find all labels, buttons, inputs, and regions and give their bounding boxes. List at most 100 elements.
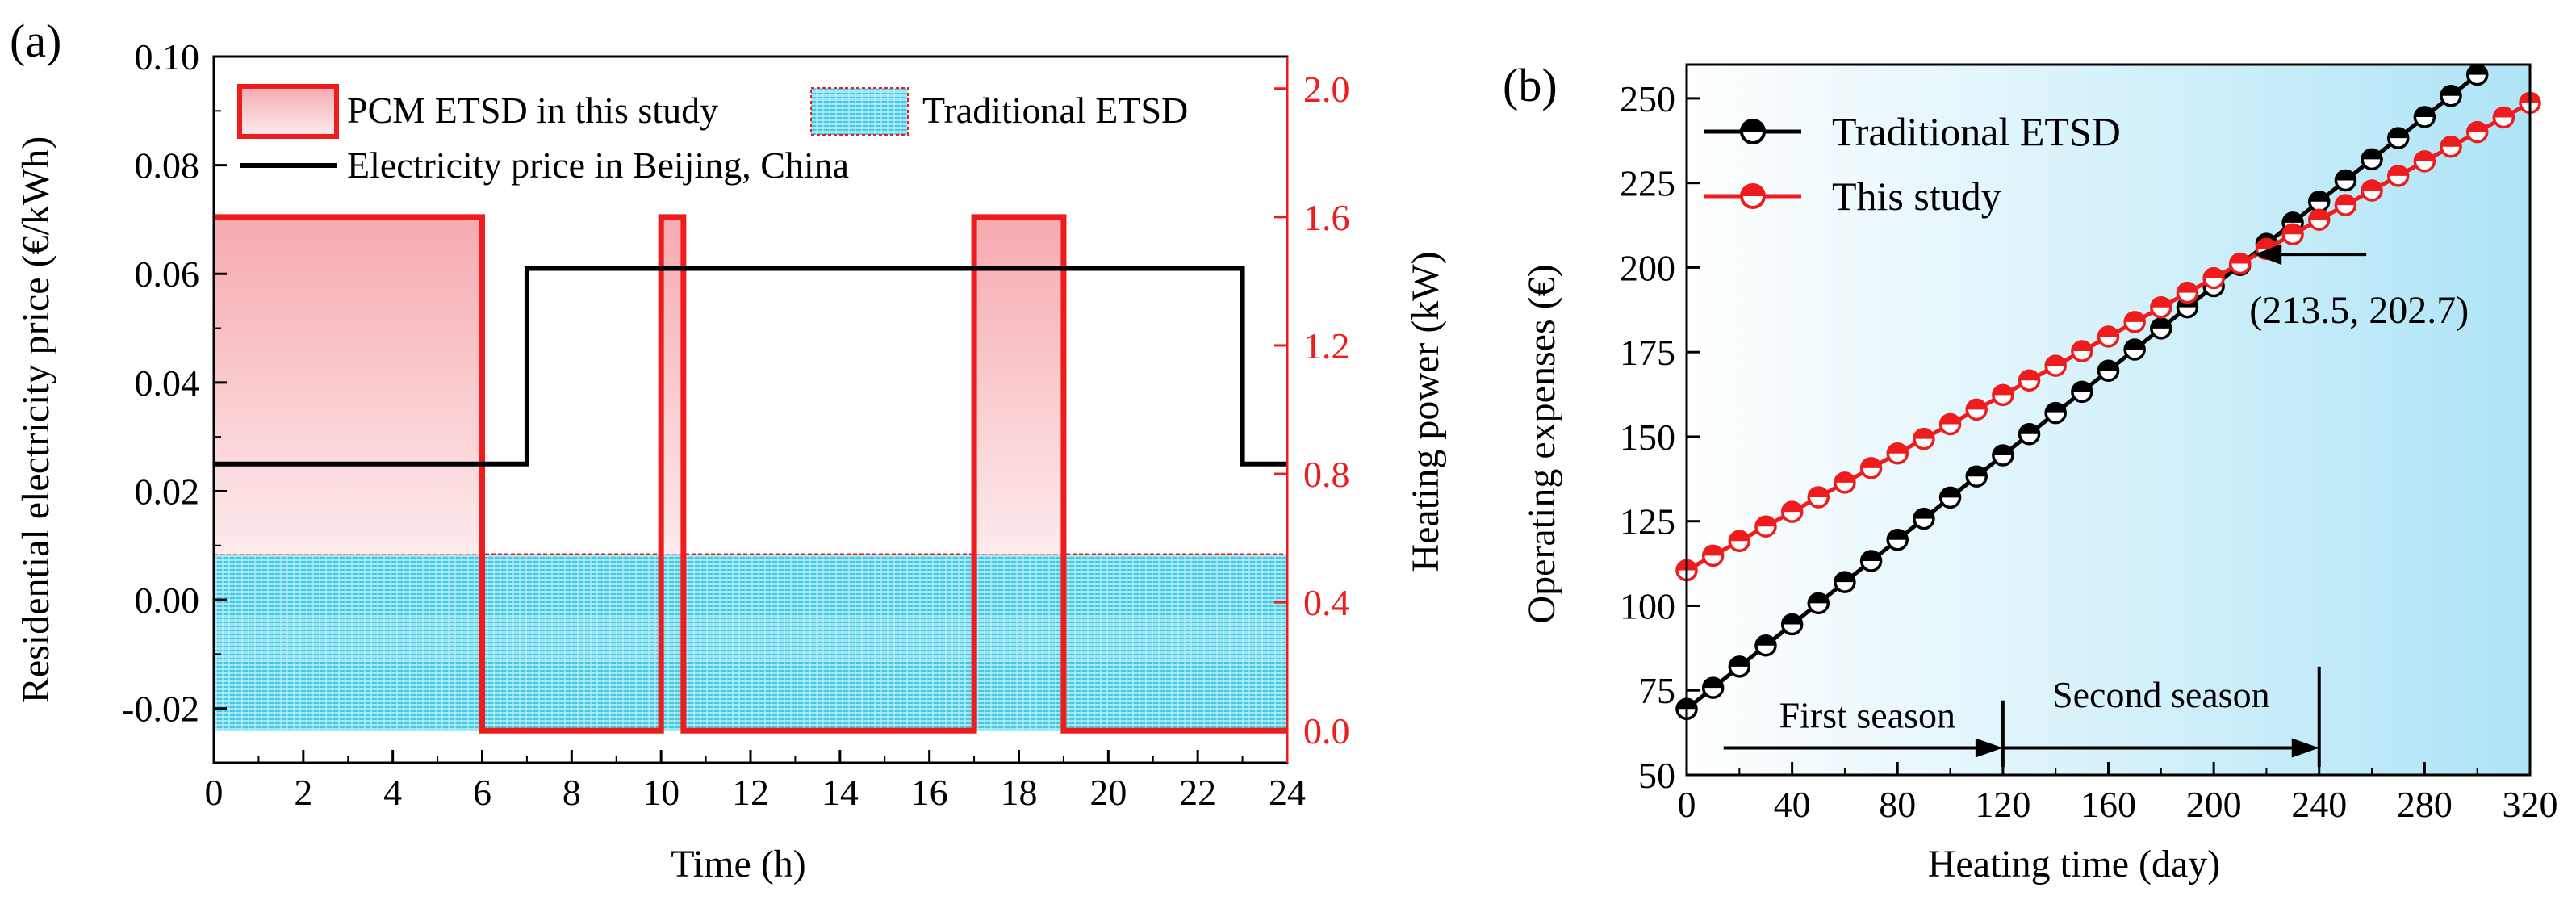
this-study-marker-fill — [2230, 253, 2250, 264]
panel-a-legend: PCM ETSD in this study Traditional ETSD … — [237, 84, 1188, 186]
panel-b-x-axis-label: Heating time (day) — [1928, 843, 2221, 886]
this-study-marker-fill — [2151, 297, 2171, 308]
legend-marker-this-study-fill — [1742, 185, 1764, 196]
this-study-marker-fill — [1729, 531, 1750, 542]
traditional-etsd-marker-fill — [2072, 382, 2092, 392]
legend-label-traditional: Traditional ETSD — [922, 90, 1188, 131]
x-tick-label: 20 — [1089, 772, 1127, 813]
traditional-etsd-marker-fill — [1703, 678, 1723, 689]
traditional-etsd-marker-fill — [2336, 170, 2356, 181]
pcm-etsd-area — [974, 216, 1064, 555]
legend-label-traditional-b: Traditional ETSD — [1832, 109, 2121, 154]
this-study-marker-fill — [1809, 488, 1829, 498]
panel-b-annotations: (213.5, 202.7) First season Second season — [1723, 244, 2469, 767]
this-study-marker-fill — [2177, 283, 2198, 293]
traditional-etsd-marker-fill — [2046, 403, 2066, 413]
y-tick-label: 100 — [1620, 585, 1675, 626]
this-study-marker-fill — [1834, 472, 1855, 483]
panel-b-y-tick-labels: 50 75 100 125 150 175 200 225 250 — [1620, 78, 1675, 796]
this-study-marker-fill — [2467, 122, 2487, 132]
pcm-etsd-area — [214, 216, 483, 555]
y2-tick-label: 2.0 — [1303, 69, 1350, 110]
x-tick-label: 40 — [1774, 784, 1811, 825]
traditional-etsd-marker-fill — [2309, 191, 2329, 202]
second-season-arrowhead — [2291, 738, 2319, 758]
traditional-etsd-marker-fill — [1834, 572, 1855, 583]
traditional-etsd-marker-fill — [2441, 86, 2461, 96]
this-study-marker-fill — [1888, 443, 1908, 454]
panel-b-legend: Traditional ETSD This study — [1704, 109, 2121, 219]
x-tick-label: 6 — [473, 772, 491, 813]
panel-a-fills — [214, 216, 1287, 731]
traditional-etsd-marker-fill — [1809, 593, 1829, 604]
y-tick-label: 0.04 — [135, 362, 200, 404]
panel-a-y2-axis-label: Heating power (kW) — [1404, 251, 1447, 572]
y2-tick-label: 0.8 — [1303, 454, 1350, 495]
panel-b-x-tick-labels: 0 40 80 120 160 200 240 280 320 — [1678, 784, 2558, 825]
panel-a-x-tick-labels: 0 2 4 6 8 10 12 14 16 18 20 22 24 — [205, 772, 1307, 813]
this-study-marker-fill — [2388, 165, 2408, 176]
traditional-etsd-marker-fill — [2415, 107, 2435, 117]
y-tick-label: 175 — [1620, 332, 1675, 373]
traditional-etsd-marker-fill — [1729, 656, 1750, 667]
panel-b-frame — [1685, 63, 2532, 777]
this-study-marker-fill — [1782, 502, 1802, 513]
traditional-etsd-marker-fill — [1782, 614, 1802, 625]
traditional-etsd-marker-fill — [2098, 361, 2118, 371]
this-study-marker-fill — [2494, 107, 2514, 118]
x-tick-label: 200 — [2186, 784, 2242, 825]
legend-marker-traditional-fill — [1742, 120, 1764, 132]
traditional-etsd-marker-fill — [1993, 446, 2013, 455]
y-tick-label: 0.10 — [135, 36, 200, 77]
this-study-marker-fill — [1861, 458, 1881, 468]
traditional-etsd-marker-fill — [1861, 551, 1881, 561]
traditional-etsd-marker-fill — [1913, 509, 1934, 519]
y-tick-label: 125 — [1620, 501, 1675, 542]
panel-a-y-tick-labels: -0.02 0.00 0.02 0.04 0.06 0.08 0.10 — [122, 36, 199, 730]
this-study-marker-fill — [2098, 326, 2118, 337]
x-tick-label: 14 — [822, 772, 859, 813]
x-tick-label: 16 — [911, 772, 948, 813]
this-study-marker-fill — [2072, 341, 2092, 352]
x-tick-label: 280 — [2397, 784, 2453, 825]
x-tick-label: 12 — [732, 772, 769, 813]
panel-a-series — [214, 214, 1287, 734]
this-study-marker-fill — [2362, 181, 2382, 191]
pcm-etsd-line — [214, 214, 1287, 734]
intersection-arrowhead — [2254, 244, 2282, 266]
second-season-label: Second season — [2052, 674, 2270, 715]
pcm-etsd-area — [661, 216, 684, 555]
x-tick-label: 0 — [1678, 784, 1696, 825]
traditional-etsd-marker-fill — [2125, 340, 2145, 350]
traditional-etsd-marker-fill — [2283, 212, 2303, 223]
this-study-marker-fill — [2204, 268, 2224, 278]
legend-label-price: Electricity price in Beijing, China — [347, 144, 849, 186]
intersection-label: (213.5, 202.7) — [2249, 289, 2469, 332]
y2-tick-label: 0.4 — [1303, 582, 1350, 623]
x-tick-label: 2 — [294, 772, 312, 813]
this-study-marker-fill — [1967, 400, 1987, 410]
y-tick-label: 150 — [1620, 417, 1675, 458]
this-study-marker-fill — [2415, 151, 2435, 161]
y-tick-label: 0.00 — [135, 580, 200, 621]
x-tick-label: 18 — [1001, 772, 1038, 813]
traditional-etsd-marker-fill — [2362, 149, 2382, 160]
traditional-etsd-marker-fill — [1888, 530, 1908, 540]
traditional-etsd-marker-fill — [1940, 488, 1960, 498]
x-tick-label: 80 — [1879, 784, 1916, 825]
panel-a-label: (a) — [10, 15, 61, 67]
first-season-label: First season — [1779, 694, 1956, 735]
panel-a-x-axis-label: Time (h) — [671, 843, 806, 886]
this-study-marker-fill — [2256, 239, 2277, 249]
panel-a-y2-tick-labels: 0.0 0.4 0.8 1.2 1.6 2.0 — [1303, 69, 1350, 752]
this-study-marker-fill — [2019, 371, 2039, 381]
this-study-marker-fill — [2336, 195, 2356, 206]
traditional-etsd-marker-fill — [2467, 65, 2487, 75]
y-tick-label: 225 — [1620, 163, 1675, 204]
y2-tick-label: 1.2 — [1303, 325, 1350, 366]
y-tick-label: 200 — [1620, 247, 1675, 288]
y-tick-label: 50 — [1638, 755, 1675, 796]
y2-tick-label: 1.6 — [1303, 197, 1350, 238]
this-study-marker-fill — [1755, 517, 1775, 527]
